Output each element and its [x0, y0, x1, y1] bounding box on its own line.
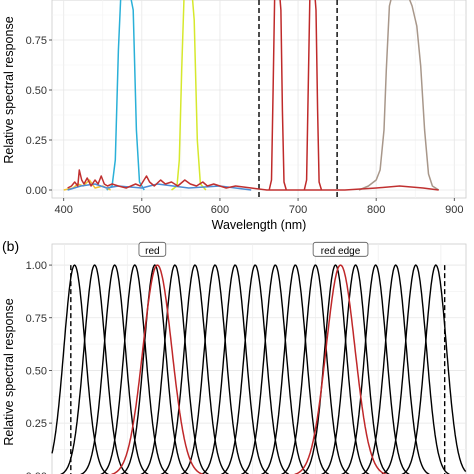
y-tick-label: 0.50: [26, 85, 47, 97]
black-band-curve: [321, 264, 390, 474]
black-band-curve: [80, 264, 149, 474]
y-tick-label: 0.25: [26, 418, 47, 430]
band-annotation-box: [312, 241, 369, 257]
black-band-curve: [261, 264, 330, 474]
panel-a-x-axis-title: Wavelength (nm): [212, 218, 307, 232]
band-annotation-text: red: [145, 246, 159, 257]
panel-b-grid: [52, 244, 466, 474]
black-band-curve: [301, 264, 370, 474]
panel-b-y-axis-title: Relative spectral response: [2, 298, 16, 445]
black-band-curve: [361, 264, 430, 474]
black-band-curve: [220, 264, 290, 474]
x-tick-label: 800: [367, 204, 385, 216]
panel-a-reference-lines: [258, 0, 338, 198]
panel-b-red-bands: [111, 264, 387, 474]
black-band-curve: [140, 264, 209, 474]
black-band-curve: [160, 264, 229, 474]
red-band-curve: [111, 264, 204, 474]
x-tick-label: 400: [55, 204, 73, 216]
black-band-curve: [281, 264, 350, 474]
panel-b-reference-lines: [70, 265, 446, 474]
band-annotation-text: red edge: [321, 246, 361, 257]
panel-a: 0.00 0.25 0.50 0.75 400 500 600 700 800 900 Wave…: [2, 0, 467, 232]
y-tick-label: 0.00: [26, 471, 47, 474]
band-annotation: red: [138, 241, 167, 257]
black-band-curve: [381, 264, 450, 474]
y-tick-label: 1.00: [26, 260, 47, 272]
black-band-curve: [401, 264, 467, 474]
panel-b-annotations: red red edge: [138, 241, 369, 257]
band-annotation: red edge: [312, 241, 369, 257]
black-band-curve: [341, 264, 410, 474]
x-tick-label: 500: [133, 204, 151, 216]
black-band-curve: [240, 264, 310, 474]
series-line-2: [268, 0, 288, 191]
black-band-curve: [51, 264, 109, 474]
y-tick-label: 0.75: [26, 313, 47, 325]
black-band-curve: [60, 264, 129, 474]
black-band-curve: [120, 264, 189, 474]
panel-a-series: [63, 0, 440, 191]
y-tick-label: 0.50: [26, 365, 47, 377]
panel-a-x-axis: 400 500 600 700 800 900: [55, 198, 463, 216]
panel-a-y-axis: 0.00 0.25 0.50 0.75: [26, 35, 52, 197]
x-tick-label: 700: [289, 204, 307, 216]
band-annotation-box: [138, 241, 167, 257]
series-line-3: [303, 0, 323, 191]
panel-b-label: (b): [2, 238, 19, 254]
panel-b-black-bands: [51, 264, 467, 474]
panel-b-y-axis: 0.00 0.25 0.50 0.75 1.00: [26, 260, 52, 474]
x-tick-label: 900: [445, 204, 463, 216]
x-tick-label: 600: [211, 204, 229, 216]
y-tick-label: 0.00: [26, 185, 47, 197]
series-line-4: [358, 0, 440, 191]
series-line-1: [171, 0, 207, 191]
series-line-7: [67, 169, 439, 191]
black-band-curve: [200, 264, 270, 474]
black-band-curve: [100, 264, 169, 474]
panel-a-y-axis-title: Relative spectral response: [2, 16, 16, 163]
y-tick-label: 0.75: [26, 35, 47, 47]
black-band-curve: [180, 264, 249, 474]
red-band-curve: [294, 264, 387, 474]
series-line-0: [106, 0, 145, 191]
y-tick-label: 0.25: [26, 135, 47, 147]
panel-b: (b) 0.00 0.25 0.50 0.75 1.00 red red edge Rel…: [2, 238, 467, 474]
